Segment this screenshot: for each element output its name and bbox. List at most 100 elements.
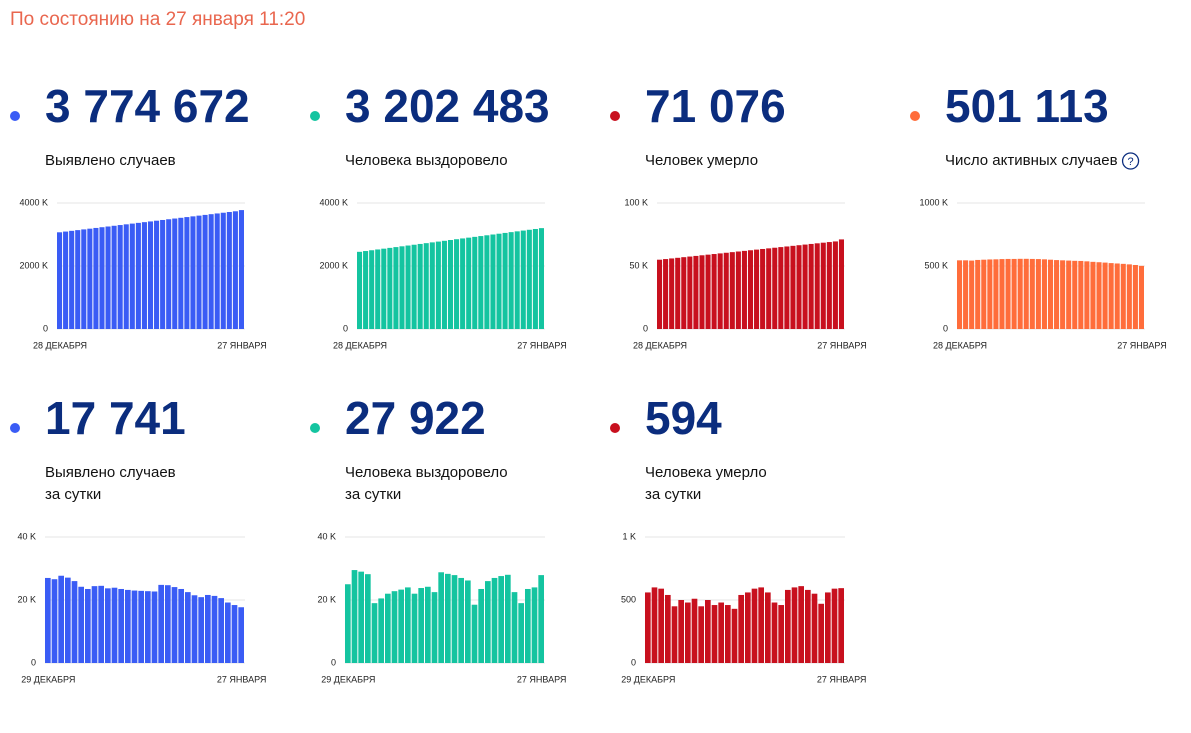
bar xyxy=(85,588,91,663)
bar xyxy=(723,252,729,329)
dot xyxy=(610,423,620,433)
bar xyxy=(98,585,104,663)
bar xyxy=(411,244,417,329)
bar xyxy=(1090,261,1096,329)
bar xyxy=(498,576,504,663)
label: за сутки xyxy=(345,486,401,503)
x-tick-label: 27 ЯНВАРЯ xyxy=(817,340,867,350)
help-icon xyxy=(1121,152,1140,170)
bar xyxy=(417,243,423,329)
bar xyxy=(818,603,824,663)
bar xyxy=(429,242,435,329)
bar xyxy=(418,588,424,663)
bar xyxy=(531,587,538,663)
bar xyxy=(381,248,387,329)
y-tick-label: 0 xyxy=(343,323,348,333)
bar xyxy=(796,245,802,329)
bar xyxy=(502,232,508,329)
bar xyxy=(784,246,790,329)
bar xyxy=(178,217,184,329)
bar xyxy=(226,212,232,329)
bar xyxy=(687,256,693,329)
bar xyxy=(1060,260,1066,329)
bar xyxy=(166,219,172,329)
label: за сутки xyxy=(645,486,701,503)
bar xyxy=(75,230,81,329)
bar xyxy=(725,605,731,663)
bar xyxy=(145,591,151,663)
bar xyxy=(57,232,63,329)
bar xyxy=(118,588,124,663)
bar xyxy=(711,605,718,663)
bar xyxy=(814,243,820,329)
x-tick-label: 27 ЯНВАРЯ xyxy=(217,340,267,350)
bar xyxy=(505,574,511,663)
bar xyxy=(1126,264,1132,329)
x-tick-label: 27 ЯНВАРЯ xyxy=(517,340,567,350)
bar xyxy=(51,579,58,663)
bar xyxy=(218,598,224,663)
dot xyxy=(310,111,320,121)
bar xyxy=(671,606,678,663)
bar xyxy=(538,228,544,329)
bar xyxy=(105,226,111,329)
label: за сутки xyxy=(45,486,101,503)
bar xyxy=(111,587,118,663)
bar xyxy=(525,588,531,663)
label: Выявлено случаев xyxy=(45,464,176,481)
bar xyxy=(1078,260,1084,329)
bar xyxy=(69,230,75,329)
bar xyxy=(999,259,1005,329)
bar xyxy=(93,227,99,329)
bar xyxy=(393,247,399,329)
big-number: 3 202 483 xyxy=(345,80,550,132)
bar xyxy=(458,577,464,663)
bar xyxy=(963,260,969,329)
bar xyxy=(345,584,351,663)
bar xyxy=(78,586,84,663)
bar xyxy=(745,592,751,663)
bar xyxy=(131,590,138,663)
bar xyxy=(365,574,371,663)
y-tick-label: 40 K xyxy=(317,531,336,541)
bar xyxy=(484,235,490,329)
bar xyxy=(798,586,804,663)
bar xyxy=(838,239,844,329)
bar xyxy=(975,259,981,329)
y-tick-label: 0 xyxy=(331,657,336,667)
bar xyxy=(411,593,418,663)
big-number: 71 076 xyxy=(645,80,786,132)
bar xyxy=(993,259,999,329)
bar xyxy=(472,236,478,329)
bar xyxy=(172,218,178,329)
x-tick-label: 28 ДЕКАБРЯ xyxy=(633,340,687,350)
bar xyxy=(1102,262,1108,329)
y-tick-label: 4000 K xyxy=(319,197,348,207)
y-tick-label: 4000 K xyxy=(19,197,48,207)
bar xyxy=(405,245,411,329)
bar xyxy=(1005,258,1011,329)
bar xyxy=(738,594,744,663)
bar xyxy=(198,597,204,663)
bar xyxy=(214,213,220,329)
bar xyxy=(665,594,671,663)
bar xyxy=(511,592,518,663)
bar xyxy=(99,227,105,329)
bar xyxy=(431,592,438,663)
bar xyxy=(445,573,451,663)
big-number: 17 741 xyxy=(45,392,186,444)
bar xyxy=(1017,258,1023,329)
bar xyxy=(63,231,69,329)
bar xyxy=(184,217,190,329)
bar xyxy=(125,589,131,663)
bar xyxy=(454,239,460,329)
bar xyxy=(957,260,963,329)
y-tick-label: 500 K xyxy=(924,260,948,270)
bar xyxy=(490,234,496,329)
bar xyxy=(496,233,502,329)
bar xyxy=(691,598,698,663)
bar xyxy=(191,595,198,663)
bar xyxy=(1047,259,1054,329)
x-tick-label: 27 ЯНВАРЯ xyxy=(217,674,267,684)
